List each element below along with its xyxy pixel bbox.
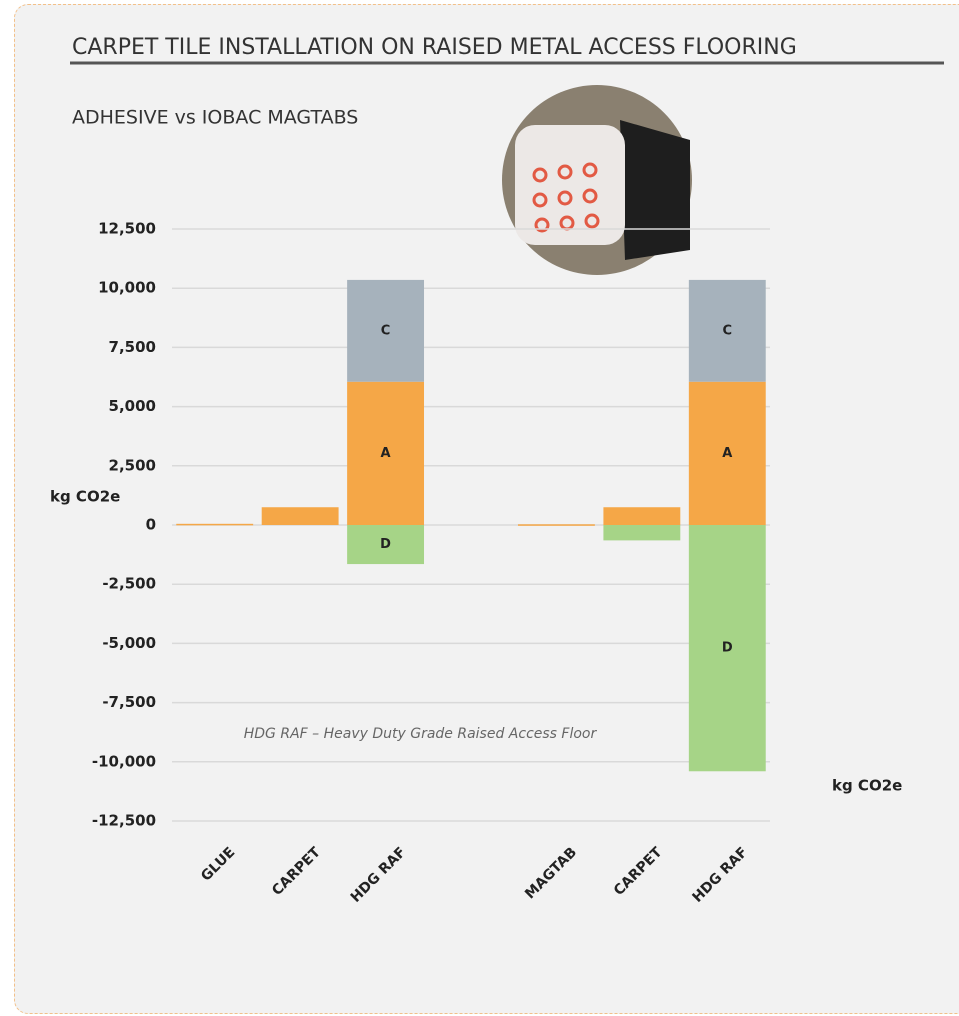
y-axis-label: kg CO2e: [50, 488, 120, 506]
segment-label: D: [380, 537, 391, 552]
segment-label: A: [722, 446, 732, 461]
bar-segment: [688, 525, 766, 772]
x-tick-label: CARPET: [269, 844, 324, 899]
photo: [502, 85, 692, 275]
y-axis-label-right: kg CO2e: [832, 777, 902, 795]
bar-segment: [347, 525, 425, 565]
x-tick-label: HDG RAF: [348, 844, 409, 905]
segment-label: A: [381, 446, 391, 461]
y-tick-label: -12,500: [92, 812, 156, 830]
x-tick-label: CARPET: [611, 844, 666, 899]
bar-segment: [603, 525, 681, 541]
bar-segment: [688, 279, 766, 382]
y-tick-label: -2,500: [102, 575, 156, 593]
bar-segment: [603, 507, 681, 525]
card: [14, 4, 959, 1014]
chart-subtitle: ADHESIVE vs IOBAC MAGTABS: [72, 107, 358, 129]
y-tick-label: 2,500: [109, 456, 156, 474]
annotation: HDG RAF – Heavy Duty Grade Raised Access…: [243, 726, 597, 742]
y-tick-label: 0: [146, 516, 156, 534]
bar-segment: [517, 524, 595, 526]
y-tick-label: -5,000: [102, 634, 156, 652]
x-tick-label: HDG RAF: [690, 844, 751, 905]
segment-label: C: [381, 323, 391, 338]
segment-label: C: [723, 323, 733, 338]
x-tick-label: GLUE: [198, 844, 238, 884]
bar-segment: [261, 507, 339, 525]
segment-label: D: [722, 641, 733, 656]
chart-title: CARPET TILE INSTALLATION ON RAISED METAL…: [72, 35, 797, 60]
y-tick-label: 12,500: [98, 220, 156, 238]
bar-segment: [688, 381, 766, 525]
y-tick-label: -7,500: [102, 693, 156, 711]
x-tick-label: MAGTAB: [522, 844, 580, 902]
y-tick-label: 10,000: [98, 279, 156, 297]
y-tick-label: -10,000: [92, 752, 156, 770]
y-tick-label: 7,500: [109, 338, 156, 356]
bar-segment: [347, 279, 425, 382]
bar-segment: [347, 381, 425, 525]
y-tick-label: 5,000: [109, 397, 156, 415]
bar-segment: [176, 523, 254, 526]
